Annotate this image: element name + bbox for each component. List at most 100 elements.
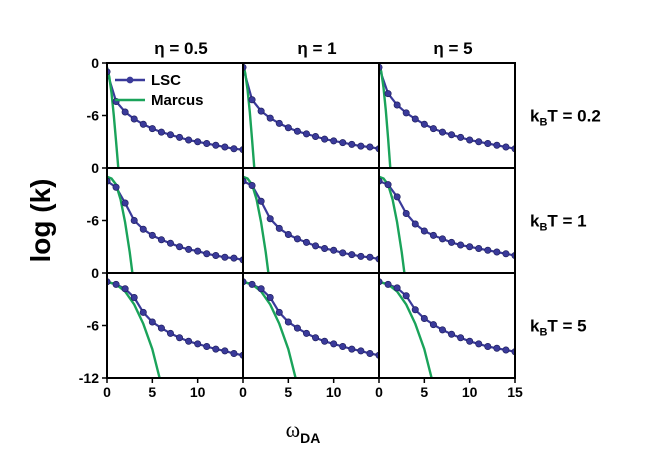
y-tick-label: -6 — [87, 108, 100, 124]
x-axis-label-subscript: DA — [300, 430, 320, 446]
lsc-data-point — [366, 253, 374, 261]
lsc-data-point — [302, 238, 310, 246]
legend-label-marcus: Marcus — [151, 92, 204, 109]
lsc-data-point — [411, 220, 419, 228]
lsc-series-line — [379, 180, 515, 257]
lsc-data-point — [457, 133, 465, 141]
lsc-data-point — [312, 334, 320, 342]
lsc-data-point — [502, 143, 510, 151]
lsc-data-point — [484, 140, 492, 148]
lsc-data-point — [448, 238, 456, 246]
panel-r2-c1 — [243, 278, 379, 378]
lsc-data-point — [203, 342, 211, 350]
lsc-data-point — [466, 337, 474, 345]
legend: LSC Marcus — [115, 72, 204, 109]
lsc-series-line — [379, 67, 515, 150]
lsc-data-point — [457, 334, 465, 342]
x-tick-label: 10 — [326, 384, 342, 400]
lsc-data-point — [466, 243, 474, 251]
lsc-data-point — [420, 120, 428, 128]
lsc-data-point — [130, 115, 138, 123]
lsc-data-point — [148, 125, 156, 133]
lsc-data-point — [194, 247, 202, 255]
lsc-data-point — [157, 324, 165, 332]
lsc-data-point — [493, 248, 501, 256]
lsc-data-point — [493, 344, 501, 352]
lsc-data-point — [185, 136, 193, 144]
lsc-data-point — [266, 293, 274, 301]
x-tick-label: 5 — [148, 384, 156, 400]
lsc-data-point — [302, 329, 310, 337]
x-tick-label: 0 — [239, 384, 247, 400]
panel-frame — [242, 62, 380, 169]
x-tick-label: 5 — [284, 384, 292, 400]
lsc-data-point — [384, 90, 392, 98]
lsc-data-point — [275, 224, 283, 232]
y-tick-label: -6 — [87, 213, 100, 229]
lsc-data-point — [312, 242, 320, 250]
column-title: η = 5 — [433, 39, 472, 58]
lsc-data-point — [212, 252, 220, 260]
row-label-subscript: B — [539, 117, 547, 129]
marcus-series-line — [107, 175, 134, 273]
lsc-data-point — [357, 347, 365, 355]
lsc-data-point — [366, 143, 374, 151]
panel-r2-c2 — [379, 278, 515, 378]
lsc-data-point — [248, 182, 256, 190]
lsc-data-point — [257, 197, 265, 205]
lsc-data-point — [130, 293, 138, 301]
y-tick-label: 0 — [91, 55, 99, 71]
lsc-data-point — [121, 285, 129, 293]
lsc-data-point — [284, 231, 292, 239]
lsc-data-point — [185, 337, 193, 345]
lsc-data-point — [121, 108, 129, 116]
row-label-main: k — [530, 107, 540, 126]
lsc-data-point — [275, 308, 283, 316]
lsc-data-point — [366, 349, 374, 357]
panel-r1-c2 — [379, 175, 515, 273]
lsc-data-point — [293, 235, 301, 243]
lsc-series-line — [107, 280, 243, 357]
lsc-data-point — [312, 133, 320, 141]
lsc-data-point — [302, 130, 310, 138]
x-tick-label: 15 — [507, 384, 523, 400]
panel-frame — [378, 62, 516, 169]
lsc-data-point — [139, 120, 147, 128]
lsc-data-point — [194, 138, 202, 146]
lsc-data-point — [176, 243, 184, 251]
lsc-series-line — [379, 280, 515, 353]
lsc-data-point — [266, 215, 274, 223]
lsc-data-point — [429, 231, 437, 239]
lsc-data-point — [411, 306, 419, 314]
lsc-data-point — [384, 280, 392, 288]
panel-r0-c0 — [107, 67, 243, 168]
lsc-data-point — [393, 284, 401, 292]
lsc-data-point — [321, 337, 329, 345]
lsc-data-point — [157, 128, 165, 136]
lsc-data-point — [429, 125, 437, 133]
panel-r0-c1 — [243, 63, 379, 168]
lsc-data-point — [166, 329, 174, 337]
column-title: η = 1 — [297, 39, 336, 58]
lsc-data-point — [448, 131, 456, 139]
marcus-series-line — [379, 63, 392, 168]
lsc-data-point — [166, 131, 174, 139]
x-axis-label: ωDA — [286, 417, 321, 446]
lsc-data-point — [194, 340, 202, 348]
lsc-data-point — [502, 250, 510, 258]
lsc-data-point — [166, 239, 174, 247]
lsc-data-point — [402, 109, 410, 117]
y-tick-label: -12 — [79, 370, 99, 386]
lsc-data-point — [221, 253, 229, 261]
lsc-data-point — [293, 324, 301, 332]
row-label-subscript: B — [539, 222, 547, 234]
row-label-subscript: B — [539, 327, 547, 339]
lsc-data-point — [348, 251, 356, 259]
lsc-data-point — [266, 114, 274, 122]
lsc-data-point — [330, 137, 338, 145]
panel-r2-c0 — [107, 278, 243, 378]
x-tick-label: 5 — [420, 384, 428, 400]
lsc-data-point — [339, 139, 347, 147]
lsc-data-point — [157, 236, 165, 244]
